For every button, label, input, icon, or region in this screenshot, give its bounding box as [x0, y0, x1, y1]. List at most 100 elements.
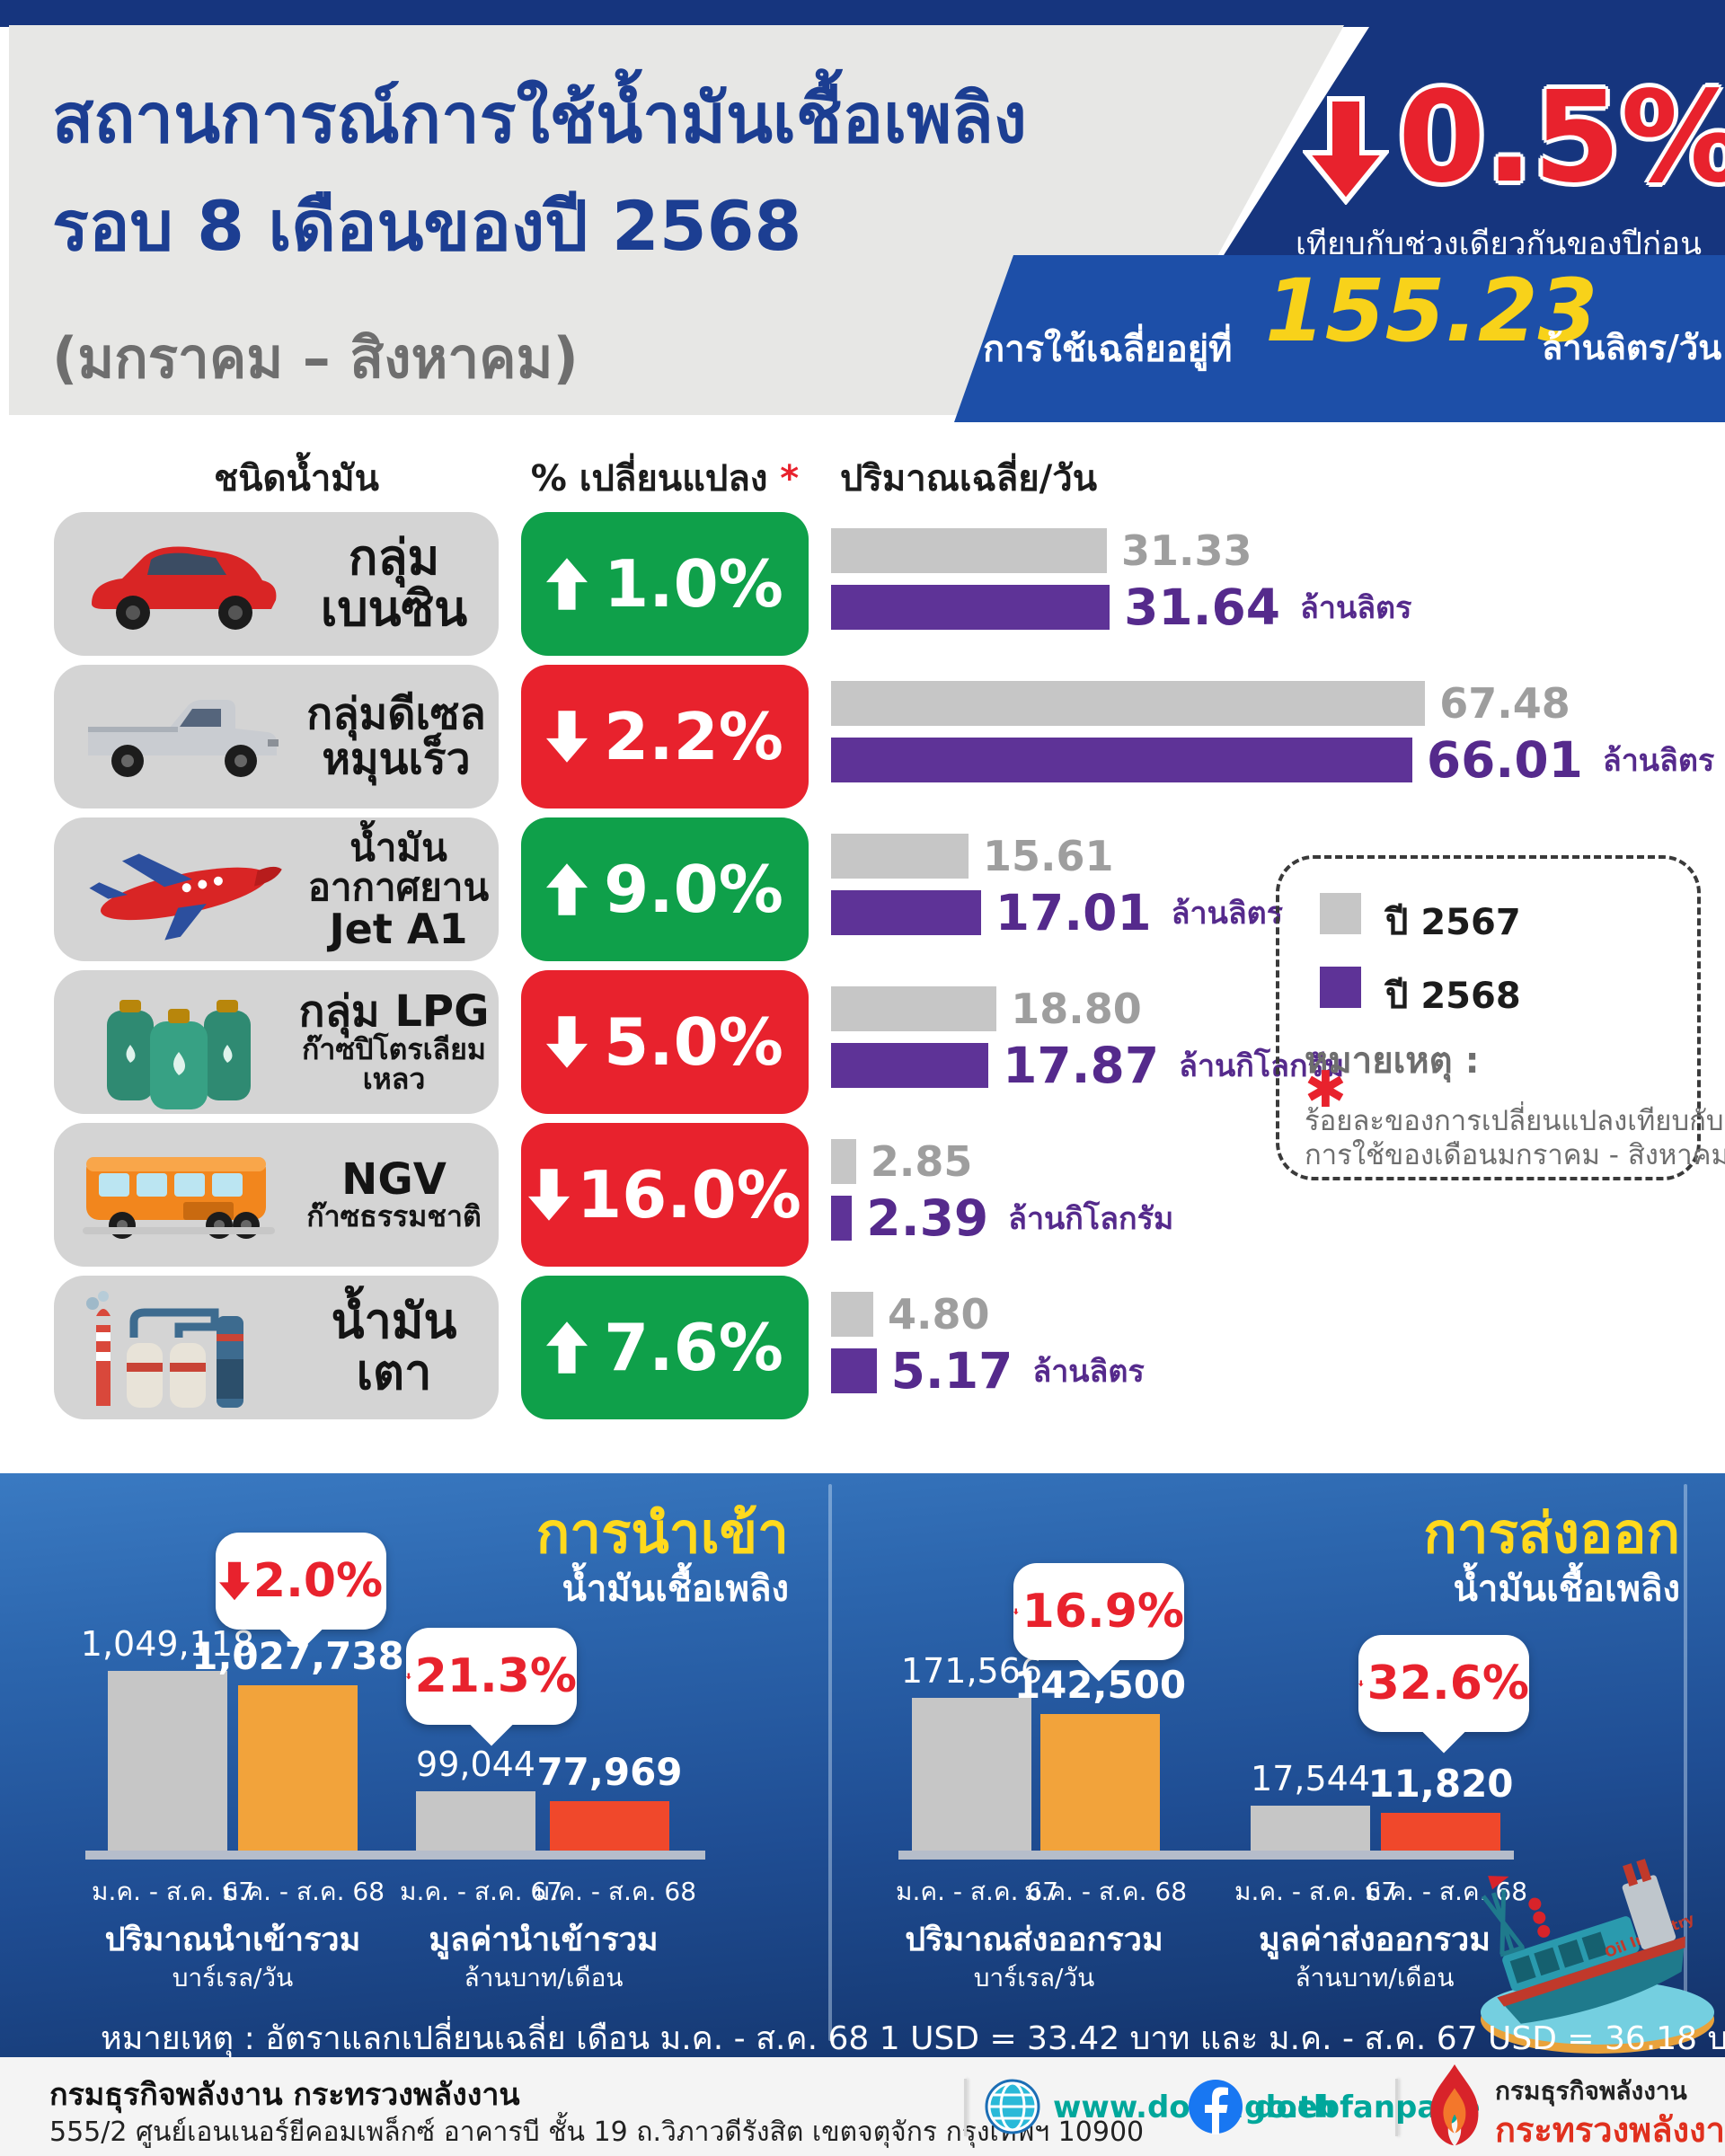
- import-qty-bar-2568: 1,027,738: [191, 1634, 404, 1851]
- fuel-row-benzine: กลุ่มเบนซิน: [54, 512, 499, 656]
- ngv-bar-2568-bar: [831, 1196, 853, 1241]
- jet-bar-2568: 17.01 ล้านลิตร: [831, 884, 1283, 941]
- average-usage-unit: ล้านลิตร/วัน: [1542, 328, 1722, 367]
- arrow-up-icon: [546, 558, 588, 610]
- arrow-down-icon: [546, 1016, 588, 1068]
- overall-decrease-arrow-icon: [1303, 96, 1389, 205]
- car-icon: [75, 530, 282, 638]
- lpg-bar-2567-bar: [831, 986, 997, 1031]
- export-qty-group-unit: บาร์เรล/วัน: [973, 1963, 1095, 1993]
- column-header-asterisk: *: [780, 458, 800, 499]
- jet-bar-2568-value: 17.01: [995, 884, 1152, 941]
- fuel-row-benzine-label: กลุ่มเบนซิน: [298, 533, 490, 634]
- ngv-bar-2567: 2.85: [831, 1137, 972, 1186]
- refinery-icon: [75, 1280, 282, 1415]
- fueloil-bar-2567-bar: [831, 1292, 874, 1337]
- export-qty-2567-month: ม.ค. - ส.ค. 67: [896, 1877, 1059, 1906]
- legend-note-line2: การใช้ของเดือนมกราคม - สิงหาคม 2567: [1305, 1139, 1725, 1171]
- export-title: การส่งออก: [1423, 1500, 1680, 1566]
- benzine-change-badge: 1.0%: [521, 512, 809, 656]
- export-qty-change-value: 16.9%: [1022, 1585, 1184, 1639]
- import-qty-change-value: 2.0%: [252, 1554, 384, 1608]
- average-usage-value: 155.23: [1265, 261, 1598, 361]
- export-value-group-unit: ล้านบาท/เดือน: [1295, 1963, 1455, 1993]
- diesel-change-value: 2.2%: [604, 699, 783, 774]
- footer-divider-2: [1395, 2079, 1398, 2136]
- import-subtitle: น้ำมันเชื้อเพลิง: [562, 1568, 789, 1610]
- import-qty-2567-bar: [108, 1671, 227, 1851]
- export-qty-bar-2567: 171,566: [901, 1651, 1042, 1851]
- lpg-bar-2568-value: 17.87: [1003, 1037, 1160, 1094]
- import-value-bar-2568: 77,969: [536, 1750, 683, 1851]
- import-value-bar-2567: 99,044: [416, 1745, 535, 1851]
- import-value-2568-value: 77,969: [536, 1750, 683, 1794]
- column-header-percent-change-label: % เปลี่ยนแปลง: [530, 458, 768, 499]
- import-axis-line: [85, 1851, 705, 1860]
- import-value-2567-bar: [416, 1791, 535, 1851]
- import-value-change-value: 21.3%: [414, 1649, 577, 1703]
- fuel-row-benzine-name: กลุ่มเบนซิน: [320, 529, 468, 637]
- export-qty-group-label: ปริมาณส่งออกรวม: [905, 1922, 1163, 1958]
- fueloil-change-badge: 7.6%: [521, 1276, 809, 1419]
- fuel-row-diesel: กลุ่มดีเซลหมุนเร็ว: [54, 665, 499, 808]
- footer-logo-line2: กระทรวงพลังงาน: [1495, 2110, 1725, 2150]
- right-divider: [1684, 1484, 1687, 2041]
- import-qty-change-bubble: 2.0%: [216, 1533, 386, 1630]
- export-value-2567-value: 17,544: [1251, 1759, 1370, 1798]
- fuel-row-lpg-label: กลุ่ม LPG ก๊าซปิโตรเลียมเหลว: [298, 989, 490, 1095]
- export-value-2568-bar: [1381, 1813, 1500, 1851]
- arrow-down-icon: [546, 711, 588, 763]
- lpg-bar-unit: ล้านกิโลกรัม: [1179, 1048, 1345, 1084]
- jet-change-badge: 9.0%: [521, 817, 809, 961]
- import-qty-2568-month: ม.ค. - ส.ค. 68: [222, 1877, 385, 1906]
- import-value-2567-month: ม.ค. - ส.ค. 67: [400, 1877, 563, 1906]
- export-qty-2568-month: ม.ค. - ส.ค. 68: [1024, 1877, 1188, 1906]
- legend-note-line1: ร้อยละของการเปลี่ยนแปลงเทียบกับปริมาณ: [1305, 1105, 1725, 1137]
- jet-bar-2567-value: 15.61: [982, 832, 1114, 880]
- fuel-row-jet-name2: Jet A1: [329, 904, 468, 953]
- export-value-change-bubble: 32.6%: [1358, 1635, 1529, 1732]
- fuel-row-fueloil-name: น้ำมันเตา: [331, 1293, 457, 1401]
- lpg-change-badge: 5.0%: [521, 970, 809, 1114]
- arrow-down-icon: [218, 1561, 250, 1601]
- diesel-bar-2568: 66.01 ล้านลิตร: [831, 731, 1714, 789]
- diesel-bar-2568-value: 66.01: [1426, 731, 1583, 789]
- jet-bar-2568-bar: [831, 890, 981, 935]
- import-qty-2567-month: ม.ค. - ส.ค. 67: [92, 1877, 255, 1906]
- footer-divider-1: [964, 2079, 967, 2136]
- footer-org-name: กรมธุรกิจพลังงาน กระทรวงพลังงาน: [49, 2077, 520, 2113]
- fueloil-bar-2568: 5.17 ล้านลิตร: [831, 1342, 1145, 1400]
- ngv-change-badge: 16.0%: [521, 1123, 809, 1267]
- benzine-bar-2568: 31.64 ล้านลิตร: [831, 579, 1411, 636]
- diesel-bar-2567-bar: [831, 681, 1426, 726]
- fueloil-bar-2568-bar: [831, 1348, 877, 1393]
- diesel-bar-2568-bar: [831, 738, 1412, 782]
- fueloil-bar-2567-value: 4.80: [888, 1290, 990, 1339]
- legend-box: ปี 2567 ปี 2568 หมายเหตุ : ✱ ร้อยละของกา…: [1276, 855, 1725, 1180]
- export-value-2568-value: 11,820: [1367, 1762, 1514, 1806]
- diesel-bar-unit: ล้านลิตร: [1602, 743, 1715, 779]
- fuel-row-jet-label: น้ำมันอากาศยาน Jet A1: [307, 827, 490, 953]
- ngv-bar-unit: ล้านกิโลกรัม: [1008, 1201, 1174, 1237]
- fueloil-bar-unit: ล้านลิตร: [1032, 1354, 1145, 1390]
- fueloil-bar-2567: 4.80: [831, 1290, 990, 1339]
- facebook-icon: [1189, 2080, 1243, 2134]
- diesel-bar-2567-value: 67.48: [1439, 679, 1570, 728]
- jet-change-value: 9.0%: [604, 852, 783, 927]
- ngv-bar-2568-value: 2.39: [866, 1189, 989, 1247]
- arrow-up-icon: [546, 863, 588, 915]
- import-title: การนำเข้า: [535, 1500, 789, 1566]
- export-value-2567-month: ม.ค. - ส.ค. 67: [1234, 1877, 1398, 1906]
- export-value-group-label: มูลค่าส่งออกรวม: [1259, 1922, 1491, 1958]
- lpg-bar-2567-value: 18.80: [1011, 985, 1142, 1033]
- legend-swatch-2568: [1320, 967, 1361, 1008]
- airplane-icon: [75, 831, 291, 948]
- import-value-group-unit: ล้านบาท/เดือน: [464, 1963, 624, 1993]
- benzine-bar-2568-bar: [831, 585, 1110, 630]
- import-qty-group-unit: บาร์เรล/วัน: [172, 1963, 294, 1993]
- export-qty-2567-bar: [912, 1698, 1031, 1851]
- arrow-down-icon: [528, 1169, 571, 1221]
- diesel-change-badge: 2.2%: [521, 665, 809, 808]
- fueloil-change-value: 7.6%: [604, 1310, 783, 1385]
- lpg-bar-2568-bar: [831, 1043, 989, 1088]
